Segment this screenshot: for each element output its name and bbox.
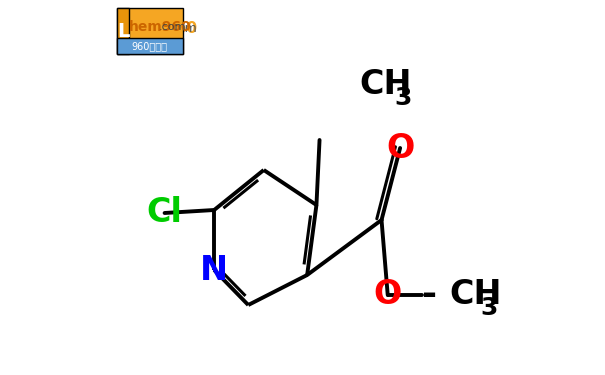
Text: O: O bbox=[374, 279, 402, 312]
FancyBboxPatch shape bbox=[117, 8, 129, 54]
FancyBboxPatch shape bbox=[117, 8, 183, 54]
Text: .com: .com bbox=[159, 22, 186, 32]
Text: Cl: Cl bbox=[146, 196, 183, 230]
FancyBboxPatch shape bbox=[117, 38, 183, 54]
Text: 3: 3 bbox=[481, 296, 498, 320]
Text: CH: CH bbox=[360, 69, 413, 102]
Text: CH: CH bbox=[450, 279, 502, 312]
Text: -: - bbox=[422, 278, 437, 312]
Text: 3: 3 bbox=[394, 86, 411, 110]
Text: N: N bbox=[200, 254, 228, 286]
Text: O: O bbox=[386, 132, 414, 165]
Text: hem960: hem960 bbox=[129, 20, 192, 34]
Text: L: L bbox=[117, 22, 129, 40]
Text: 960化工网: 960化工网 bbox=[131, 41, 168, 51]
